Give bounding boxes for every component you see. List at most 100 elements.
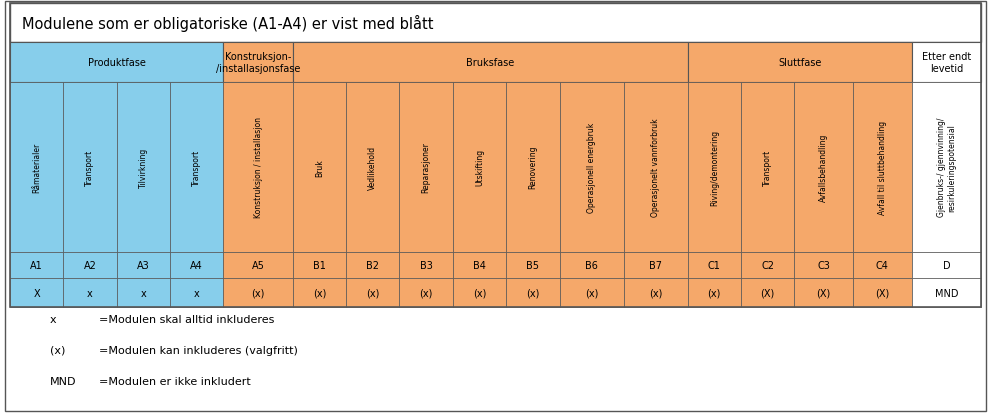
Text: MND: MND [50, 376, 76, 386]
Text: B3: B3 [420, 260, 432, 271]
Bar [912, 43, 981, 83]
Bar [117, 43, 170, 83]
Bar [453, 252, 506, 279]
Bar [741, 83, 795, 252]
Text: Sluttfase: Sluttfase [778, 58, 822, 68]
Text: Renovering: Renovering [528, 145, 537, 189]
Text: (x): (x) [50, 345, 65, 355]
Bar [63, 83, 117, 252]
Bar [223, 43, 292, 83]
Text: (x): (x) [649, 288, 662, 298]
Text: C2: C2 [761, 260, 774, 271]
Text: B5: B5 [526, 260, 539, 271]
Bar [912, 279, 981, 308]
Bar [292, 83, 346, 252]
Bar [292, 43, 688, 83]
Bar [10, 83, 63, 252]
Bar [688, 252, 741, 279]
Text: =Modulen kan inkluderes (valgfritt): =Modulen kan inkluderes (valgfritt) [99, 345, 298, 355]
Bar [346, 83, 399, 252]
Text: Bruksfase: Bruksfase [466, 58, 514, 68]
Bar [292, 43, 346, 83]
Text: Riving/demontering: Riving/demontering [710, 129, 718, 205]
Text: B1: B1 [313, 260, 326, 271]
Text: B2: B2 [367, 260, 380, 271]
Bar [63, 279, 117, 308]
Text: (x): (x) [419, 288, 433, 298]
Text: Transport: Transport [85, 149, 94, 185]
Bar [10, 4, 981, 308]
Bar [741, 279, 795, 308]
Text: x: x [50, 314, 56, 324]
Bar [292, 252, 346, 279]
Text: Konstruksjon / installasjon: Konstruksjon / installasjon [254, 117, 263, 218]
Bar [795, 43, 853, 83]
Text: (x): (x) [252, 288, 265, 298]
Bar [506, 43, 560, 83]
Bar [912, 252, 981, 279]
Text: Etter endt
levetid: Etter endt levetid [922, 52, 971, 74]
Text: B6: B6 [585, 260, 598, 271]
Bar [853, 43, 912, 83]
Bar [399, 83, 453, 252]
Text: (X): (X) [875, 288, 890, 298]
Bar [399, 279, 453, 308]
Bar [117, 252, 170, 279]
Bar [453, 279, 506, 308]
Text: (x): (x) [585, 288, 599, 298]
Bar [560, 83, 623, 252]
Bar [223, 279, 292, 308]
Bar [795, 252, 853, 279]
Bar [63, 43, 117, 83]
Bar [741, 252, 795, 279]
Text: A4: A4 [190, 260, 203, 271]
Text: D: D [942, 260, 950, 271]
Bar [688, 279, 741, 308]
Text: Modulene som er obligatoriske (A1-A4) er vist med blått: Modulene som er obligatoriske (A1-A4) er… [22, 15, 433, 32]
Text: A3: A3 [137, 260, 150, 271]
Bar [170, 83, 223, 252]
Bar [506, 83, 560, 252]
Bar [741, 43, 795, 83]
Text: B4: B4 [473, 260, 486, 271]
Bar [506, 279, 560, 308]
Text: Operasjonell energbruk: Operasjonell energbruk [587, 122, 596, 212]
Text: Reparasjoner: Reparasjoner [421, 142, 431, 192]
Text: (x): (x) [708, 288, 721, 298]
Bar [560, 252, 623, 279]
Bar [853, 252, 912, 279]
Text: (x): (x) [526, 288, 539, 298]
Text: Transport: Transport [763, 149, 772, 185]
Bar [10, 252, 63, 279]
Bar [346, 252, 399, 279]
Text: (X): (X) [760, 288, 775, 298]
Bar [10, 4, 981, 43]
Bar [853, 279, 912, 308]
Bar [623, 83, 688, 252]
Bar [795, 83, 853, 252]
Bar [170, 43, 223, 83]
Bar [623, 252, 688, 279]
Bar [560, 43, 623, 83]
Bar [506, 252, 560, 279]
Bar [170, 252, 223, 279]
Text: Vedlikehold: Vedlikehold [369, 145, 378, 189]
Text: Operasjonelt vannforbruk: Operasjonelt vannforbruk [651, 118, 660, 216]
Text: Transport: Transport [192, 149, 201, 185]
Bar [10, 43, 223, 83]
Bar [223, 43, 292, 83]
Text: Råmaterialer: Råmaterialer [32, 142, 41, 192]
Text: Avfall til sluttbehandling: Avfall til sluttbehandling [878, 120, 887, 214]
Text: C4: C4 [876, 260, 889, 271]
Bar [346, 43, 399, 83]
Text: =Modulen skal alltid inkluderes: =Modulen skal alltid inkluderes [99, 314, 275, 324]
Text: =Modulen er ikke inkludert: =Modulen er ikke inkludert [99, 376, 251, 386]
Text: C3: C3 [818, 260, 830, 271]
Bar [10, 279, 63, 308]
Text: (x): (x) [473, 288, 487, 298]
Text: (x): (x) [313, 288, 326, 298]
Text: MND: MND [935, 288, 958, 298]
Bar [346, 279, 399, 308]
Text: C1: C1 [708, 260, 720, 271]
Bar [912, 83, 981, 252]
